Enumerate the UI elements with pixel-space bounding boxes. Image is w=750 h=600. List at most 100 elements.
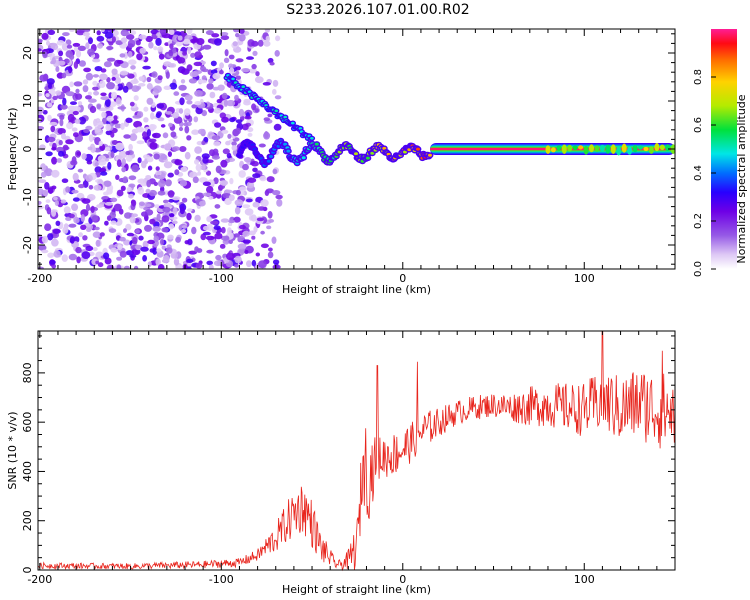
spectrogram-noise-blob [275, 194, 283, 200]
spectrogram-noise-blob [202, 44, 212, 50]
spectrogram-noise-blob [142, 240, 149, 249]
spectrogram-noise-blob [100, 92, 107, 97]
spectrogram-noise-blob [42, 51, 48, 59]
spectrogram-noise-blob [228, 194, 235, 201]
spectrogram-noise-blob [267, 113, 273, 118]
spectrogram-noise-blob [148, 138, 157, 143]
spectrogram-noise-blob [111, 119, 119, 124]
spectrogram-noise-blob [241, 68, 251, 73]
spectrogram-noise-blob [221, 92, 228, 100]
spectrogram-noise-blob [104, 257, 112, 265]
spectrogram-y-ticks: -20 -10 0 10 20 [21, 33, 675, 265]
spectrogram-noise-blob [272, 190, 281, 196]
spectrogram-noise-blob [156, 103, 165, 109]
spectrogram-noise-blob [137, 157, 142, 164]
spectrogram-noise-blob [186, 29, 193, 35]
spectrogram-noise-blob [235, 119, 243, 124]
spectrogram-noise-blob [85, 95, 92, 100]
spectrogram-noise-blob [113, 115, 118, 121]
spectrogram-noise-blob [92, 80, 98, 86]
y-tick-label: 10 [21, 94, 34, 108]
spectrogram-noise-blob [46, 78, 55, 85]
spectrogram-noise-blob [180, 229, 187, 233]
spectrogram-noise-blob [77, 45, 86, 51]
spectrogram-noise-blob [124, 212, 132, 219]
spectrogram-noise-blob [156, 213, 161, 221]
spectrogram-noise-blob [186, 135, 192, 141]
spectrogram-noise-blob [111, 68, 118, 75]
spectrogram-noise-blob [126, 34, 135, 40]
spectrogram-noise-blob [242, 230, 250, 237]
spectrogram-noise-blob [114, 84, 119, 91]
spectrogram-noise-blob [134, 244, 143, 249]
spectrogram-noise-blob [190, 52, 196, 58]
spectrogram-noise-blob [165, 71, 170, 79]
spectrogram-noise-blob [131, 213, 138, 218]
spectrogram-noise-blob [184, 125, 190, 134]
spectrogram-noise-blob [241, 123, 249, 131]
spectrogram-noise-blob [71, 127, 78, 132]
spectrogram-band-core [266, 159, 271, 163]
spectrogram-noise-blob [235, 127, 241, 135]
spectrogram-noise-blob [153, 85, 162, 93]
spectrogram-noise-blob [144, 224, 152, 232]
spectrogram-carrier-blob [643, 146, 649, 152]
spectrogram-noise-blob [259, 175, 267, 182]
spectrogram-noise-blob [150, 29, 159, 35]
spectrogram-noise-blob [253, 226, 258, 233]
spectrogram-noise-blob [146, 129, 151, 137]
spectrogram-noise-blob [172, 207, 178, 214]
x-tick-label: -100 [209, 272, 234, 285]
spectrogram-chirp-core [310, 137, 314, 140]
spectrogram-noise-blob [100, 29, 105, 33]
spectrogram-noise-blob [113, 203, 122, 212]
spectrogram-noise-blob [167, 151, 172, 158]
spectrogram-noise-blob [125, 117, 133, 124]
spectrogram-noise-blob [142, 254, 148, 262]
spectrogram-carrier-blob [583, 145, 589, 155]
spectrogram-noise-blob [38, 92, 43, 97]
spectrogram-noise-blob [58, 139, 63, 146]
spectrogram-noise-blob [58, 50, 64, 57]
spectrogram-noise-blob [80, 224, 87, 230]
spectrogram-noise-blob [103, 252, 110, 260]
spectrogram-noise-blob [199, 200, 206, 207]
spectrogram-noise-blob [202, 181, 211, 187]
spectrogram-noise-blob [272, 168, 278, 175]
spectrogram-noise-blob [40, 163, 47, 172]
spectrogram-noise-blob [169, 43, 174, 50]
spectrogram-noise-blob [65, 139, 74, 145]
spectrogram-noise-blob [117, 106, 127, 110]
spectrogram-noise-blob [214, 232, 223, 240]
spectrogram-noise-blob [258, 260, 267, 269]
spectrogram-noise-blob [160, 154, 168, 161]
spectrogram-noise-blob [173, 258, 180, 266]
spectrogram-noise-blob [202, 231, 211, 236]
spectrogram-noise-blob [120, 31, 130, 36]
spectrogram-noise-blob [128, 193, 134, 199]
spectrogram-noise-blob [163, 61, 172, 67]
spectrogram-noise-blob [238, 108, 245, 117]
spectrogram-noise-blob [187, 238, 193, 245]
spectrogram-noise-blob [187, 46, 192, 54]
spectrogram-noise-blob [72, 197, 80, 202]
spectrogram-noise-blob [168, 122, 173, 128]
spectrogram-noise-blob [195, 262, 203, 269]
spectrogram-noise-blob [57, 128, 66, 135]
spectrogram-noise-blob [42, 110, 48, 115]
spectrogram-noise-blob [186, 64, 193, 71]
spectrogram-noise-blob [52, 228, 61, 234]
spectrogram-noise-blob [47, 187, 54, 195]
spectrogram-noise-blob [94, 126, 101, 133]
y-tick-label: 600 [21, 412, 34, 433]
spectrogram-carrier-blob [599, 144, 605, 152]
spectrogram-noise-blob [223, 99, 228, 107]
spectrogram-noise-blob [251, 235, 256, 240]
spectrogram-noise-blob [276, 199, 283, 207]
spectrogram-noise-blob [169, 29, 175, 35]
spectrogram-noise-blob [202, 192, 212, 197]
spectrogram-noise-blob [224, 189, 233, 194]
spectrogram-noise-blob [72, 172, 79, 181]
spectrogram-noise-blob [38, 205, 44, 210]
